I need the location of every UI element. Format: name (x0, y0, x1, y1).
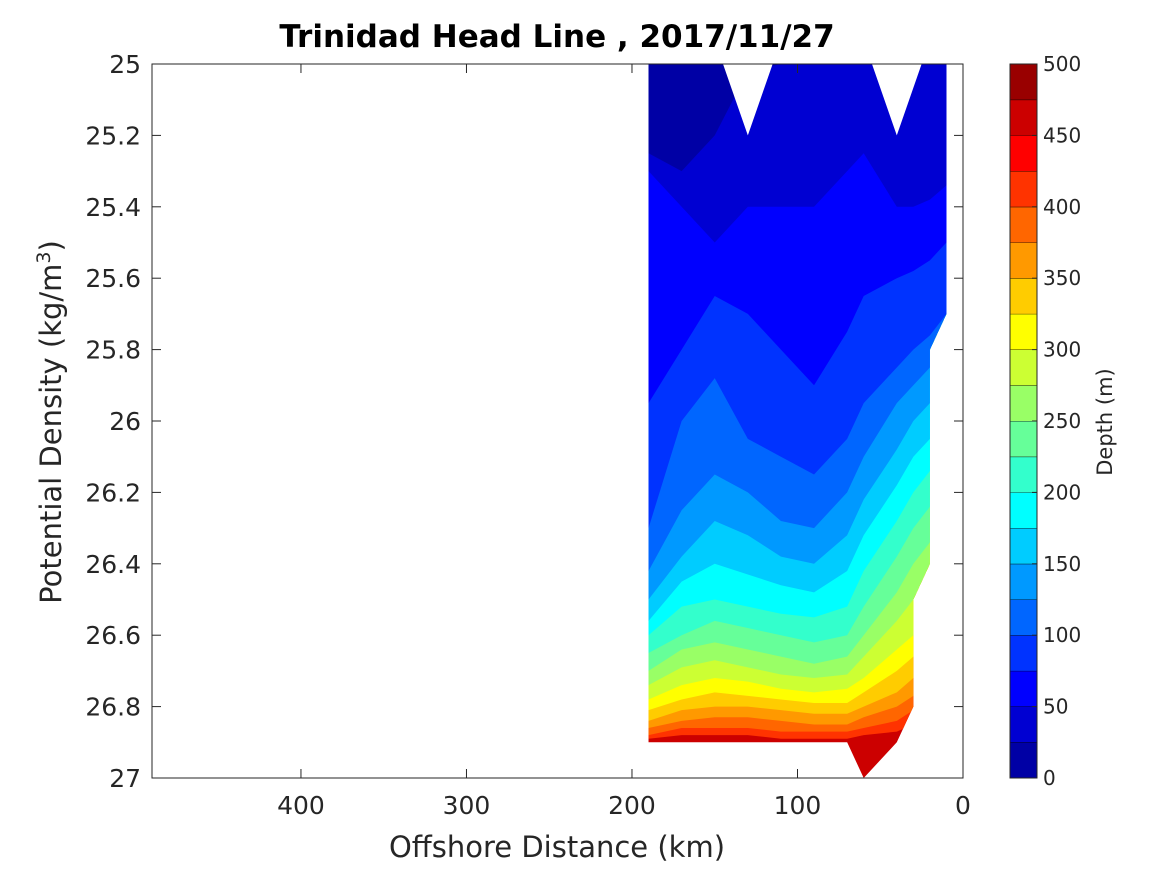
y-axis-ticks: 25 25.2 25.4 25.6 25.8 26 26.2 26.4 26.6 26.8 27 (85, 50, 963, 793)
colorbar-tick-label: 200 (1043, 480, 1081, 504)
x-tick-label: 400 (277, 791, 325, 820)
y-tick-label: 26 (109, 407, 141, 436)
x-tick-label: 300 (443, 791, 491, 820)
x-axis-label: Offshore Distance (km) (389, 830, 725, 864)
colorbar-swatch (1010, 742, 1037, 778)
colorbar-tick-label: 0 (1043, 766, 1056, 790)
y-tick-label: 27 (109, 764, 141, 793)
contour-fills (648, 64, 947, 778)
colorbar-tick-label: 450 (1043, 123, 1081, 147)
colorbar-swatch (1010, 349, 1037, 386)
colorbar-swatch (1010, 135, 1037, 172)
y-tick-label: 25 (109, 50, 141, 79)
colorbar-tick-label: 400 (1043, 195, 1081, 219)
colorbar-tick-label: 350 (1043, 266, 1081, 290)
colorbar-swatch (1010, 421, 1037, 457)
colorbar-swatch (1010, 278, 1037, 314)
y-axis-label-close: ) (34, 240, 68, 251)
colorbar-swatch (1010, 385, 1037, 421)
y-tick-label: 26.8 (85, 693, 141, 722)
colorbar-swatch (1010, 635, 1037, 671)
colorbar-swatch (1010, 528, 1037, 564)
colorbar-swatch (1010, 492, 1037, 529)
colorbar-tick-label: 250 (1043, 409, 1081, 433)
contour-band-25 (648, 64, 947, 172)
blank-notch-2 (871, 64, 922, 136)
colorbar-swatch (1010, 563, 1037, 600)
colorbar-label: Depth (m) (1093, 368, 1117, 475)
colorbar-swatch (1010, 313, 1037, 350)
y-tick-label: 25.4 (85, 193, 141, 222)
colorbar-swatch (1010, 242, 1037, 279)
y-tick-label: 25.6 (85, 264, 141, 293)
colorbar-swatch (1010, 171, 1037, 207)
x-tick-label: 200 (608, 791, 656, 820)
y-axis-label-main: Potential Density (kg/m (34, 264, 68, 604)
colorbar-tick-label: 100 (1043, 623, 1081, 647)
colorbar-tick-label: 150 (1043, 552, 1081, 576)
colorbar-swatch (1010, 706, 1037, 743)
y-tick-label: 25.8 (85, 336, 141, 365)
y-tick-label: 26.2 (85, 478, 141, 507)
colorbar: 0 50 100 150 200 250 300 350 400 450 500 (1009, 52, 1081, 790)
plot-area: 400 300 200 100 0 25 25.2 25.4 25.6 25.8 26 26.2 26… (85, 50, 971, 820)
colorbar-swatch (1010, 99, 1037, 136)
y-tick-label: 26.4 (85, 550, 141, 579)
colorbar-tick-label: 300 (1043, 338, 1081, 362)
y-axis-label-superscript: 3 (33, 251, 55, 263)
colorbar-swatch (1010, 206, 1037, 243)
blank-notch-1 (723, 64, 773, 136)
colorbar-tick-label: 50 (1043, 695, 1068, 719)
chart-title: Trinidad Head Line , 2017/11/27 (279, 19, 834, 55)
x-axis-ticks: 400 300 200 100 0 (277, 64, 971, 820)
colorbar-swatch (1010, 456, 1037, 493)
y-tick-label: 25.2 (85, 121, 141, 150)
colorbar-tick-label: 500 (1043, 52, 1081, 76)
x-tick-label: 0 (955, 791, 971, 820)
colorbar-swatch (1010, 599, 1037, 636)
y-axis-label: Potential Density (kg/m3) (33, 240, 68, 604)
colorbar-swatch (1010, 64, 1037, 100)
y-tick-label: 26.6 (85, 621, 141, 650)
x-tick-label: 100 (774, 791, 822, 820)
blank-notches (723, 64, 922, 136)
colorbar-swatch (1010, 670, 1037, 707)
